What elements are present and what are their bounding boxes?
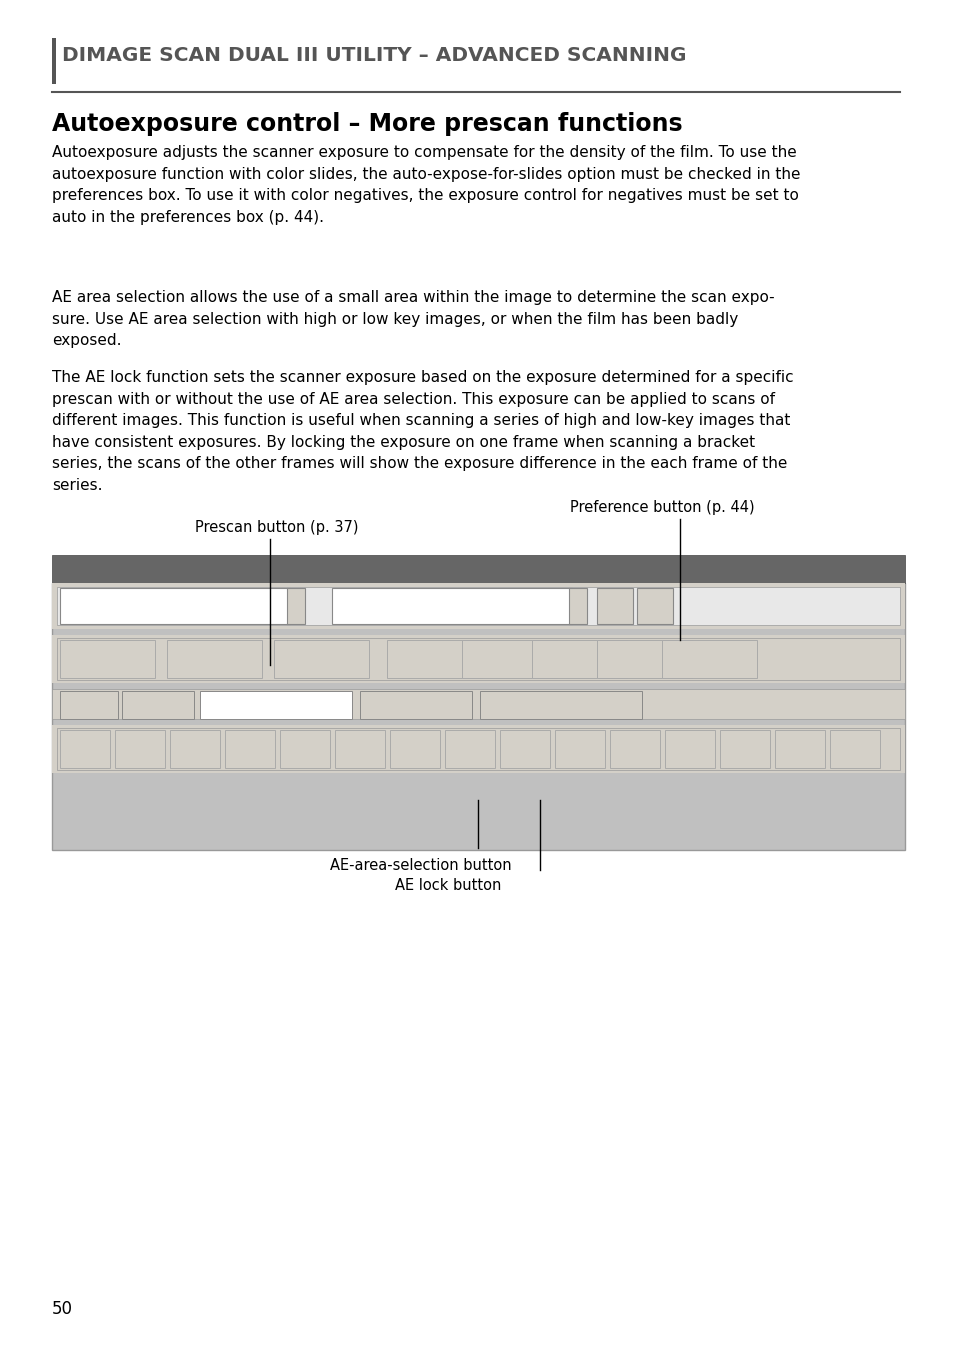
Text: 50: 50 <box>52 1301 73 1318</box>
Bar <box>444 730 495 768</box>
Text: DS Dual3: DS Dual3 <box>71 560 143 575</box>
Bar <box>597 639 691 677</box>
Text: ≡■: ≡■ <box>641 589 663 603</box>
Bar <box>170 730 220 768</box>
Text: ▼: ▼ <box>292 591 298 600</box>
Bar <box>387 639 481 677</box>
Text: Image correction: Image correction <box>511 694 610 707</box>
Bar <box>52 38 56 84</box>
Text: ▦: ▦ <box>604 589 620 608</box>
Bar <box>115 730 165 768</box>
Bar <box>52 556 904 583</box>
Text: Exposure control: Exposure control <box>226 694 325 707</box>
Bar <box>479 691 641 719</box>
Text: 35mm: 35mm <box>70 591 114 604</box>
Bar <box>225 730 274 768</box>
Text: Prescan: Prescan <box>135 694 181 707</box>
Text: DIMAGE SCAN DUAL III UTILITY – ADVANCED SCANNING: DIMAGE SCAN DUAL III UTILITY – ADVANCED … <box>62 46 686 65</box>
Bar <box>597 588 633 625</box>
Bar <box>57 727 899 771</box>
Bar <box>555 730 604 768</box>
Bar <box>359 691 472 719</box>
Text: Pixel Polish: Pixel Polish <box>383 694 448 707</box>
Text: ▼: ▼ <box>573 591 578 600</box>
Bar <box>60 691 118 719</box>
Text: Color positive: Color positive <box>341 591 436 604</box>
Bar <box>52 583 904 629</box>
Bar <box>637 588 672 625</box>
Text: The AE lock function sets the scanner exposure based on the exposure determined : The AE lock function sets the scanner ex… <box>52 370 793 493</box>
Bar <box>332 588 572 625</box>
Bar <box>499 730 550 768</box>
Bar <box>664 730 714 768</box>
Text: Preference button (p. 44): Preference button (p. 44) <box>569 500 754 515</box>
Text: AE-area-selection button: AE-area-selection button <box>330 859 511 873</box>
Bar <box>280 730 330 768</box>
Bar <box>52 635 904 683</box>
Bar <box>167 639 262 677</box>
Text: Prescan button (p. 37): Prescan button (p. 37) <box>194 521 358 535</box>
Text: Autoexposure control – More prescan functions: Autoexposure control – More prescan func… <box>52 112 682 137</box>
Bar <box>335 730 385 768</box>
Text: AE area selection allows the use of a small area within the image to determine t: AE area selection allows the use of a sm… <box>52 289 774 349</box>
Bar <box>122 691 193 719</box>
Bar <box>661 639 757 677</box>
Bar <box>57 638 899 680</box>
Text: AE lock button: AE lock button <box>395 877 501 894</box>
Bar <box>274 639 369 677</box>
Bar <box>60 588 290 625</box>
Bar <box>52 690 904 719</box>
Bar <box>60 639 154 677</box>
Bar <box>720 730 769 768</box>
Bar <box>200 691 352 719</box>
Bar <box>774 730 824 768</box>
Bar <box>52 725 904 773</box>
Bar <box>609 730 659 768</box>
Bar <box>568 588 586 625</box>
Bar <box>532 639 626 677</box>
Bar <box>829 730 879 768</box>
Text: Autoexposure adjusts the scanner exposure to compensate for the density of the f: Autoexposure adjusts the scanner exposur… <box>52 145 800 224</box>
Bar <box>57 587 899 625</box>
Bar <box>60 730 110 768</box>
Bar <box>390 730 439 768</box>
Bar <box>461 639 557 677</box>
Bar <box>52 583 904 850</box>
Bar <box>287 588 305 625</box>
Text: Index: Index <box>72 694 105 707</box>
